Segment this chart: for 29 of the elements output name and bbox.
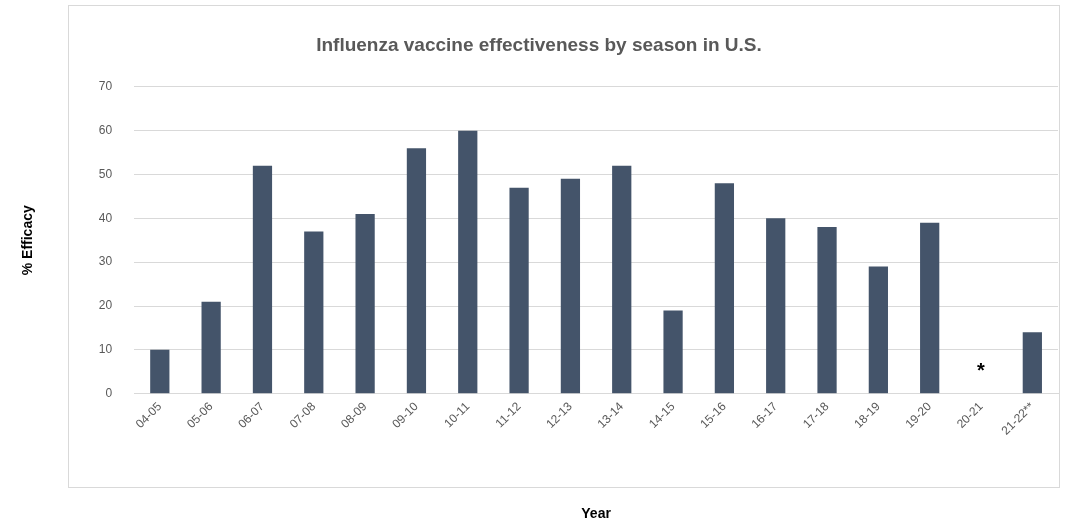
bar [150, 349, 170, 394]
y-axis-title: % Efficacy [19, 205, 36, 276]
bar [304, 231, 324, 394]
x-axis-title: Year [581, 505, 612, 522]
y-tick-label: 40 [98, 210, 113, 225]
bar [868, 266, 888, 394]
bar [920, 222, 940, 394]
y-tick-label: 70 [98, 79, 113, 94]
bar [458, 130, 478, 394]
bar [509, 187, 529, 394]
y-tick-label: 60 [98, 122, 113, 137]
bar [355, 213, 375, 394]
bar [612, 165, 632, 394]
bar [252, 165, 273, 394]
bar [1022, 332, 1042, 394]
y-tick-label: 30 [98, 254, 113, 269]
bar [663, 310, 683, 394]
bar [766, 218, 786, 394]
bar [406, 148, 427, 394]
bar [560, 178, 581, 394]
bar [201, 301, 221, 394]
y-tick-label: 20 [98, 298, 113, 313]
chart-title: Influenza vaccine effectiveness by season in U.S. [316, 33, 762, 55]
annotation: * [977, 359, 986, 382]
bar [817, 227, 837, 394]
y-tick-label: 50 [98, 166, 113, 181]
bar [714, 183, 735, 394]
y-tick-label: 0 [105, 386, 113, 401]
y-tick-label: 10 [98, 342, 113, 357]
